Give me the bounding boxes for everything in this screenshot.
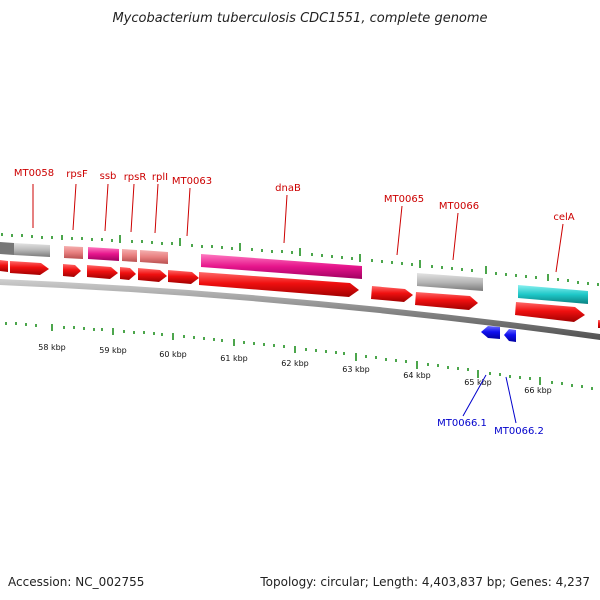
kbp-label: 60 kbp — [159, 350, 187, 359]
leader-line — [186, 187, 191, 237]
kbp-label: 58 kbp — [38, 343, 66, 352]
gene-bar-rplI[interactable] — [140, 250, 168, 264]
gene-label-rpsF[interactable]: rpsF — [66, 169, 88, 180]
reverse-cds-track — [481, 326, 516, 342]
kbp-labels: 58 kbp 59 kbp 60 kbp 61 kbp 62 kbp 63 kb… — [38, 343, 552, 395]
cds-arrow[interactable] — [63, 264, 81, 277]
cds-arrow-MT0063[interactable] — [168, 270, 199, 284]
leader-line — [130, 183, 135, 233]
reverse-gene-leaders — [462, 374, 517, 424]
gene-label-MT0065[interactable]: MT0065 — [384, 194, 424, 205]
leader-line — [104, 183, 109, 232]
gene-bar-rpsR[interactable] — [122, 249, 137, 262]
gene-label-dnaB[interactable]: dnaB — [275, 183, 301, 194]
gene-label-ssb[interactable]: ssb — [100, 171, 117, 182]
cds-arrow[interactable] — [0, 260, 8, 272]
gene-label-MT0066.2[interactable]: MT0066.2 — [494, 426, 544, 437]
gene-label-rplI[interactable]: rplI — [152, 172, 168, 183]
gene-label-rpsR[interactable]: rpsR — [124, 172, 147, 183]
kbp-label: 61 kbp — [220, 354, 248, 363]
leader-line — [72, 183, 77, 231]
kbp-label: 64 kbp — [403, 371, 431, 380]
kbp-label: 63 kbp — [342, 365, 370, 374]
cds-arrow-celA[interactable] — [515, 302, 585, 322]
kbp-label: 66 kbp — [524, 386, 552, 395]
kbp-label: 65 kbp — [464, 378, 492, 387]
kbp-label: 62 kbp — [281, 359, 309, 368]
leader-line — [452, 212, 459, 261]
gene-bar-rpsF[interactable] — [64, 246, 83, 259]
gene-bar[interactable] — [0, 242, 14, 255]
leader-line — [396, 205, 403, 256]
gene-label-MT0066.1[interactable]: MT0066.1 — [437, 418, 487, 429]
gene-label-MT0058[interactable]: MT0058 — [14, 168, 54, 179]
accession-text: Accession: NC_002755 — [8, 575, 144, 589]
kbp-label: 59 kbp — [99, 346, 127, 355]
genome-backbone — [0, 279, 600, 340]
gene-feature-track — [0, 242, 588, 304]
outer-tick-ring — [1, 233, 599, 286]
cds-arrow[interactable] — [87, 265, 118, 279]
gene-bar-ssb[interactable] — [88, 247, 119, 261]
leader-line — [154, 183, 159, 234]
gene-bar[interactable] — [14, 243, 50, 257]
cds-arrow[interactable] — [138, 268, 167, 282]
cds-arrow[interactable] — [10, 261, 49, 275]
cds-arrow[interactable] — [120, 267, 136, 280]
cds-arrow-MT0066.2[interactable] — [504, 329, 516, 342]
cds-arrow-MT0066.1[interactable] — [481, 326, 500, 339]
cds-arrow-dnaB[interactable] — [199, 272, 359, 297]
leader-line — [283, 194, 288, 244]
gene-bar-MT0066[interactable] — [417, 273, 483, 291]
leader-line — [505, 376, 517, 424]
map-title: Mycobacterium tuberculosis CDC1551, comp… — [112, 11, 487, 26]
gene-label-leaders — [32, 183, 564, 273]
gene-labels: MT0058 rpsF ssb rpsR rplI MT0063 dnaB MT… — [14, 168, 575, 223]
gene-label-MT0066[interactable]: MT0066 — [439, 201, 479, 212]
gene-label-celA[interactable]: celA — [553, 212, 574, 223]
gene-label-MT0063[interactable]: MT0063 — [172, 176, 212, 187]
cds-arrow-MT0066[interactable] — [415, 292, 478, 310]
gene-bar-dnaB[interactable] — [201, 254, 362, 279]
leader-line — [462, 374, 487, 417]
topology-text: Topology: circular; Length: 4,403,837 bp… — [259, 575, 590, 589]
forward-cds-track — [0, 260, 600, 328]
cds-arrow-MT0065[interactable] — [371, 286, 413, 302]
gene-bar-celA[interactable] — [518, 285, 588, 304]
inner-tick-ring — [5, 322, 593, 390]
leader-line — [555, 223, 564, 273]
